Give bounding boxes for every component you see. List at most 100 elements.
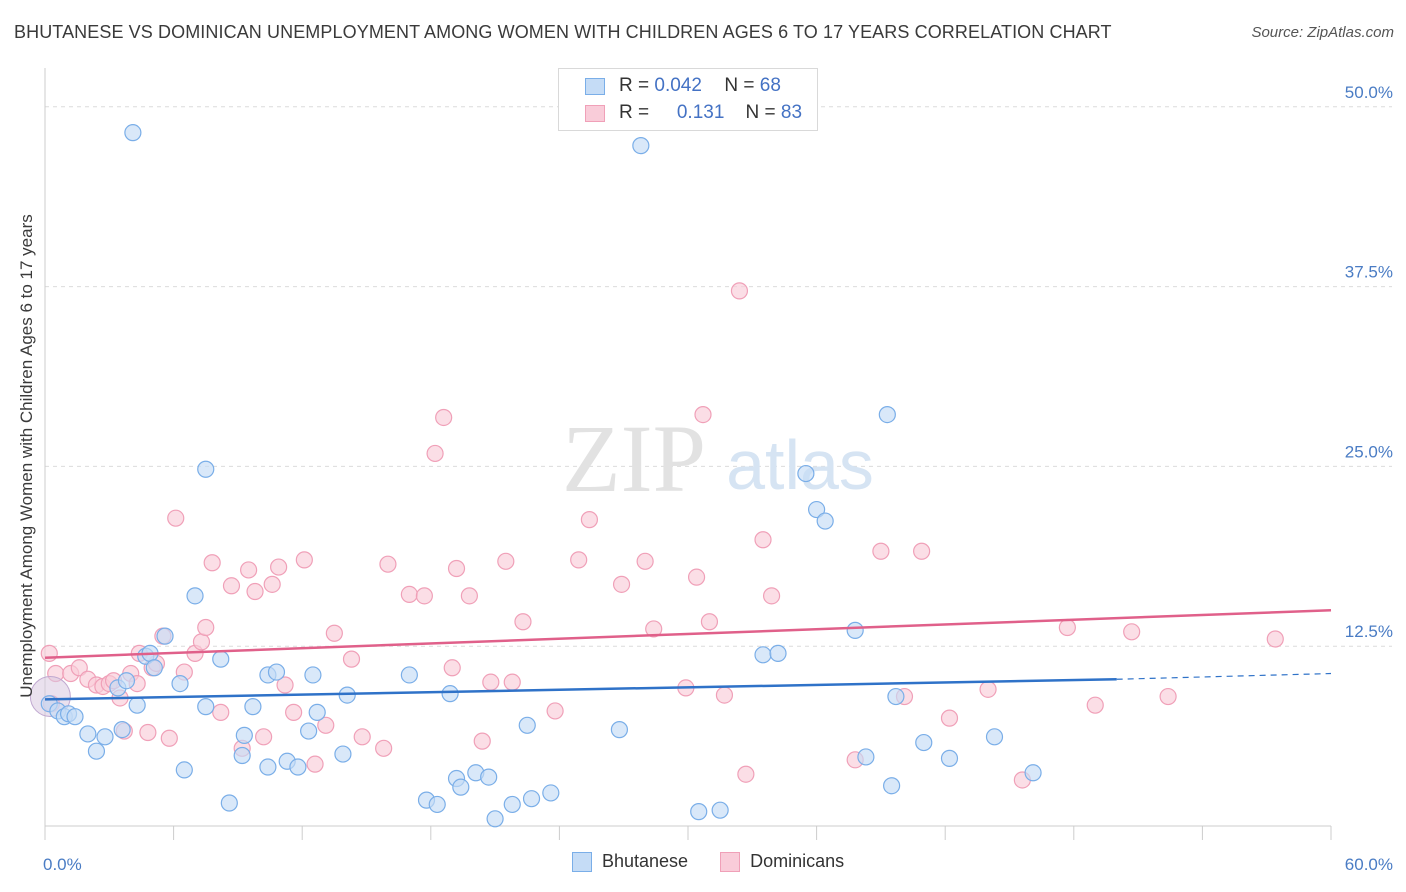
series-bhutanese-points <box>40 124 1042 828</box>
dominicans-point <box>546 702 564 720</box>
chart-title: BHUTANESE VS DOMINICAN UNEMPLOYMENT AMON… <box>14 22 1112 42</box>
series-dominicans-points <box>29 282 1284 789</box>
legend-bhutanese-label: Bhutanese <box>602 851 689 871</box>
bhutanese-trend-line <box>44 678 1117 701</box>
bhutanese-point <box>212 650 230 668</box>
bhutanese-point <box>769 644 787 662</box>
r-label: R = <box>619 75 650 96</box>
watermark-zip: ZIP <box>562 405 706 512</box>
bhutanese-point <box>197 698 215 716</box>
bhutanese-point <box>289 758 307 776</box>
bhutanese-point <box>66 708 84 726</box>
bhutanese-point <box>797 464 815 483</box>
bhutanese-point <box>334 745 352 763</box>
bhutanese-point <box>308 703 326 721</box>
dominicans-point <box>255 728 273 746</box>
bhutanese-point <box>96 728 114 746</box>
dominicans-point <box>295 551 313 569</box>
y-tick-labels: 12.5% 25.0% 37.5% 50.0% <box>1345 83 1393 641</box>
watermark-atlas: atlas <box>726 426 874 504</box>
bhutanese-point <box>220 794 238 812</box>
watermark: ZIP atlas <box>562 405 874 512</box>
bhutanese-point <box>846 621 864 639</box>
bhutanese-point <box>452 778 470 796</box>
bhutanese-point <box>1024 764 1042 782</box>
dominicans-point <box>497 552 515 570</box>
x-tick-labels: 0.0% 60.0% <box>43 855 1393 874</box>
dominicans-point <box>473 732 491 750</box>
dominicans-point <box>212 703 230 721</box>
dominicans-point <box>482 673 500 691</box>
dominicans-point <box>70 659 88 677</box>
bhutanese-point <box>128 696 146 714</box>
x-tick-label-min: 0.0% <box>43 855 82 874</box>
bhutanese-point <box>887 687 905 706</box>
bhutanese-point <box>807 500 826 519</box>
n-label: N = <box>745 102 776 123</box>
dominicans-point <box>715 686 734 704</box>
dominicans-point <box>246 582 264 601</box>
dominicans-point <box>687 568 706 586</box>
dominicans-point <box>353 728 371 746</box>
bhutanese-point <box>428 795 446 814</box>
dominicans-point <box>1058 618 1076 637</box>
y-axis-label: Unemployment Among Women with Children A… <box>17 214 36 698</box>
bhutanese-point <box>113 721 131 739</box>
dominicans-point <box>979 680 997 698</box>
source-credit: Source: ZipAtlas.com <box>1251 24 1394 41</box>
bhutanese-point <box>145 659 163 677</box>
bhutanese-point <box>754 646 772 664</box>
bhutanese-point <box>79 725 97 743</box>
legend-dominicans-swatch <box>720 851 741 872</box>
bhutanese-swatch <box>585 77 605 95</box>
dominicans-point <box>400 585 418 604</box>
dominicans-r-value: 0.131 <box>676 102 725 123</box>
dominicans-point <box>426 444 444 463</box>
dominicans-point <box>762 587 781 605</box>
bhutanese-point <box>267 663 286 681</box>
dominicans-point <box>737 765 755 783</box>
dominicans-point <box>160 729 178 747</box>
dominicans-point <box>263 575 281 593</box>
dominicans-point <box>270 558 288 576</box>
bhutanese-point <box>480 768 498 786</box>
dominicans-point <box>203 554 221 572</box>
bhutanese-point <box>171 674 189 693</box>
bhutanese-point <box>156 627 174 645</box>
dominicans-trend-line <box>44 608 1332 659</box>
dominicans-point <box>872 542 890 560</box>
bhutanese-point <box>857 748 875 766</box>
legend-row-dominicans: R = 0.131 N = 83 <box>585 102 802 124</box>
dominicans-point <box>435 408 453 427</box>
legend-row-bhutanese: R = 0.042 N = 68 <box>585 75 781 97</box>
series-legend: Bhutanese Dominicans <box>572 851 844 872</box>
dominicans-point <box>514 613 532 631</box>
dominicans-point <box>1086 696 1104 714</box>
dominicans-point <box>645 620 663 638</box>
dominicans-point <box>443 659 461 677</box>
dominicans-point <box>40 644 58 662</box>
dominicans-point <box>375 739 393 757</box>
dominicans-point <box>285 703 303 721</box>
bhutanese-point <box>985 728 1004 746</box>
bhutanese-point <box>542 784 560 802</box>
dominicans-point <box>342 650 361 668</box>
dominicans-point <box>192 633 211 651</box>
bhutanese-point <box>233 746 251 765</box>
bhutanese-point <box>244 698 262 716</box>
legend-dominicans-label: Dominicans <box>750 851 845 871</box>
trend-lines <box>44 608 1332 701</box>
dominicans-point <box>612 575 631 593</box>
bhutanese-point <box>259 758 277 776</box>
bhutanese-point <box>87 742 106 760</box>
x-tick-label-max: 60.0% <box>1345 855 1393 874</box>
bhutanese-n-value: 68 <box>759 75 781 96</box>
bhutanese-point <box>486 810 504 828</box>
correlation-legend: R = 0.042 N = 68 R = 0.131 N = 83 <box>558 68 818 131</box>
bhutanese-point <box>186 587 204 605</box>
dominicans-swatch <box>585 104 605 122</box>
legend-bhutanese-swatch <box>572 851 592 872</box>
dominicans-point <box>580 511 599 529</box>
bhutanese-trend-extension <box>1116 672 1332 680</box>
bhutanese-point <box>124 124 142 142</box>
